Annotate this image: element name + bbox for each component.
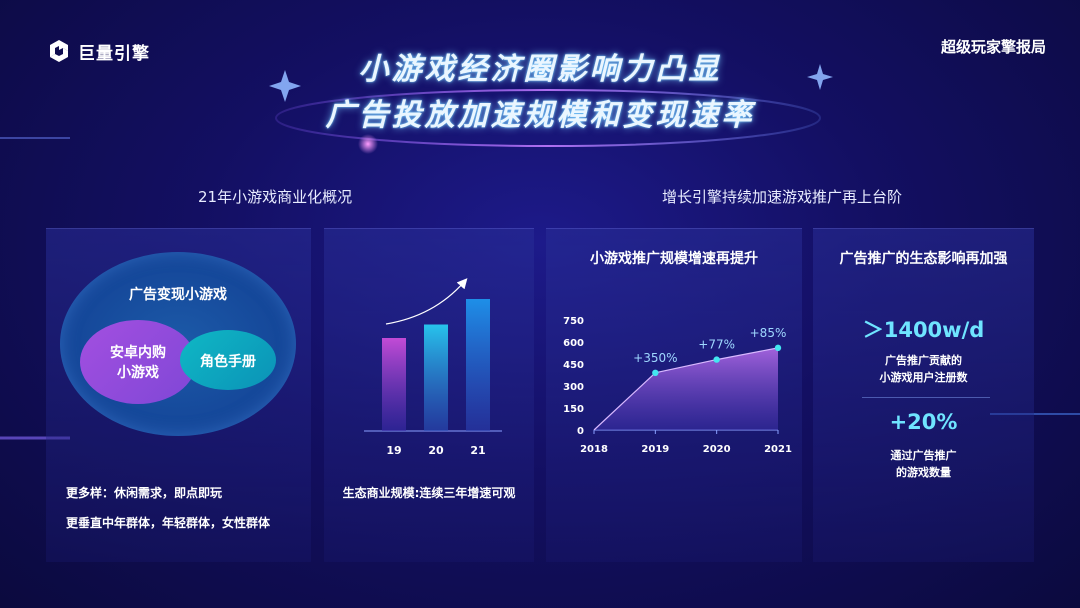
stat-games-value: +20% <box>889 410 958 434</box>
venn-purple-label-line1: 安卓内购 <box>110 345 166 361</box>
logo-text: 巨量引擎 <box>78 43 150 64</box>
stat-games-desc-line1: 通过广告推广 <box>890 449 957 462</box>
x-tick-2021: 2021 <box>764 444 792 455</box>
eco-title: 广告推广的生态影响再加强 <box>839 251 1008 267</box>
venn-purple-label: 安卓内购 小游戏 <box>80 343 196 383</box>
bar-label-20: 20 <box>428 444 444 457</box>
stat-games-desc: 通过广告推广 的游戏数量 <box>813 447 1034 481</box>
bar-19 <box>382 338 406 431</box>
x-tick-2019: 2019 <box>641 444 669 455</box>
stat-registrations-desc: 广告推广贡献的 小游戏用户注册数 <box>813 352 1034 386</box>
bar-caption: 生态商业规模:连续三年增速可观 <box>342 486 516 500</box>
logo-icon <box>50 40 68 62</box>
annotation-2020: +77% <box>698 338 735 352</box>
bar-label-19: 19 <box>386 444 401 457</box>
y-tick-750: 750 <box>563 316 584 327</box>
stat-registrations-desc-line2: 小游戏用户注册数 <box>879 371 968 384</box>
x-tick-2018: 2018 <box>580 444 608 455</box>
point-2021 <box>774 344 782 352</box>
left-subtitle: 21年小游戏商业化概况 <box>198 188 353 206</box>
area-chart-title: 小游戏推广规模增速再提升 <box>590 251 758 267</box>
growth-arrow <box>385 278 468 325</box>
panel-ecosystem <box>813 228 1034 562</box>
venn-purple-label-line2: 小游戏 <box>117 365 159 381</box>
y-tick-300: 300 <box>563 382 584 393</box>
area-line <box>593 347 779 431</box>
bar-20 <box>424 324 448 431</box>
point-2020 <box>713 356 720 363</box>
stat-registrations-value: ＞1400w/d <box>862 318 985 342</box>
y-tick-150: 150 <box>563 404 584 415</box>
note-diversity: 更多样：休闲需求，即点即玩 <box>66 486 223 500</box>
venn-purple-circle <box>80 320 196 404</box>
venn-teal-label: 角色手册 <box>200 354 256 370</box>
bar-21 <box>466 299 490 431</box>
x-tick-2020: 2020 <box>703 444 731 455</box>
logo: 巨量引擎 <box>46 38 150 64</box>
stat-divider <box>862 397 990 398</box>
note-audience: 更垂直中年群体，年轻群体，女性群体 <box>66 516 271 530</box>
point-2019 <box>652 369 659 376</box>
bar-label-21: 21 <box>470 444 485 457</box>
brand-name: 超级玩家擎报局 <box>940 38 1046 56</box>
stat-games-desc-line2: 的游戏数量 <box>896 466 951 479</box>
y-tick-0: 0 <box>577 426 584 437</box>
annotation-2019: +350% <box>633 351 677 365</box>
venn-outer-label: 广告变现小游戏 <box>129 287 227 303</box>
venn-teal-circle <box>180 330 276 390</box>
page-title-line1: 小游戏经济圈影响力凸显 <box>358 52 722 87</box>
bar-chart: 19 20 21 <box>364 278 502 457</box>
stat-registrations-desc-line1: 广告推广贡献的 <box>885 354 962 367</box>
annotation-2021: +85% <box>750 326 787 340</box>
right-subtitle: 增长引擎持续加速游戏推广再上台阶 <box>662 188 903 206</box>
area-chart: 0 150 300 450 600 750 2018 2019 +350% 2020 +77% 202… <box>563 316 792 455</box>
area-fill <box>594 347 778 430</box>
y-tick-450: 450 <box>563 360 584 371</box>
y-tick-600: 600 <box>563 338 584 349</box>
page-title-line2: 广告投放加速规模和变现速率 <box>325 98 755 133</box>
